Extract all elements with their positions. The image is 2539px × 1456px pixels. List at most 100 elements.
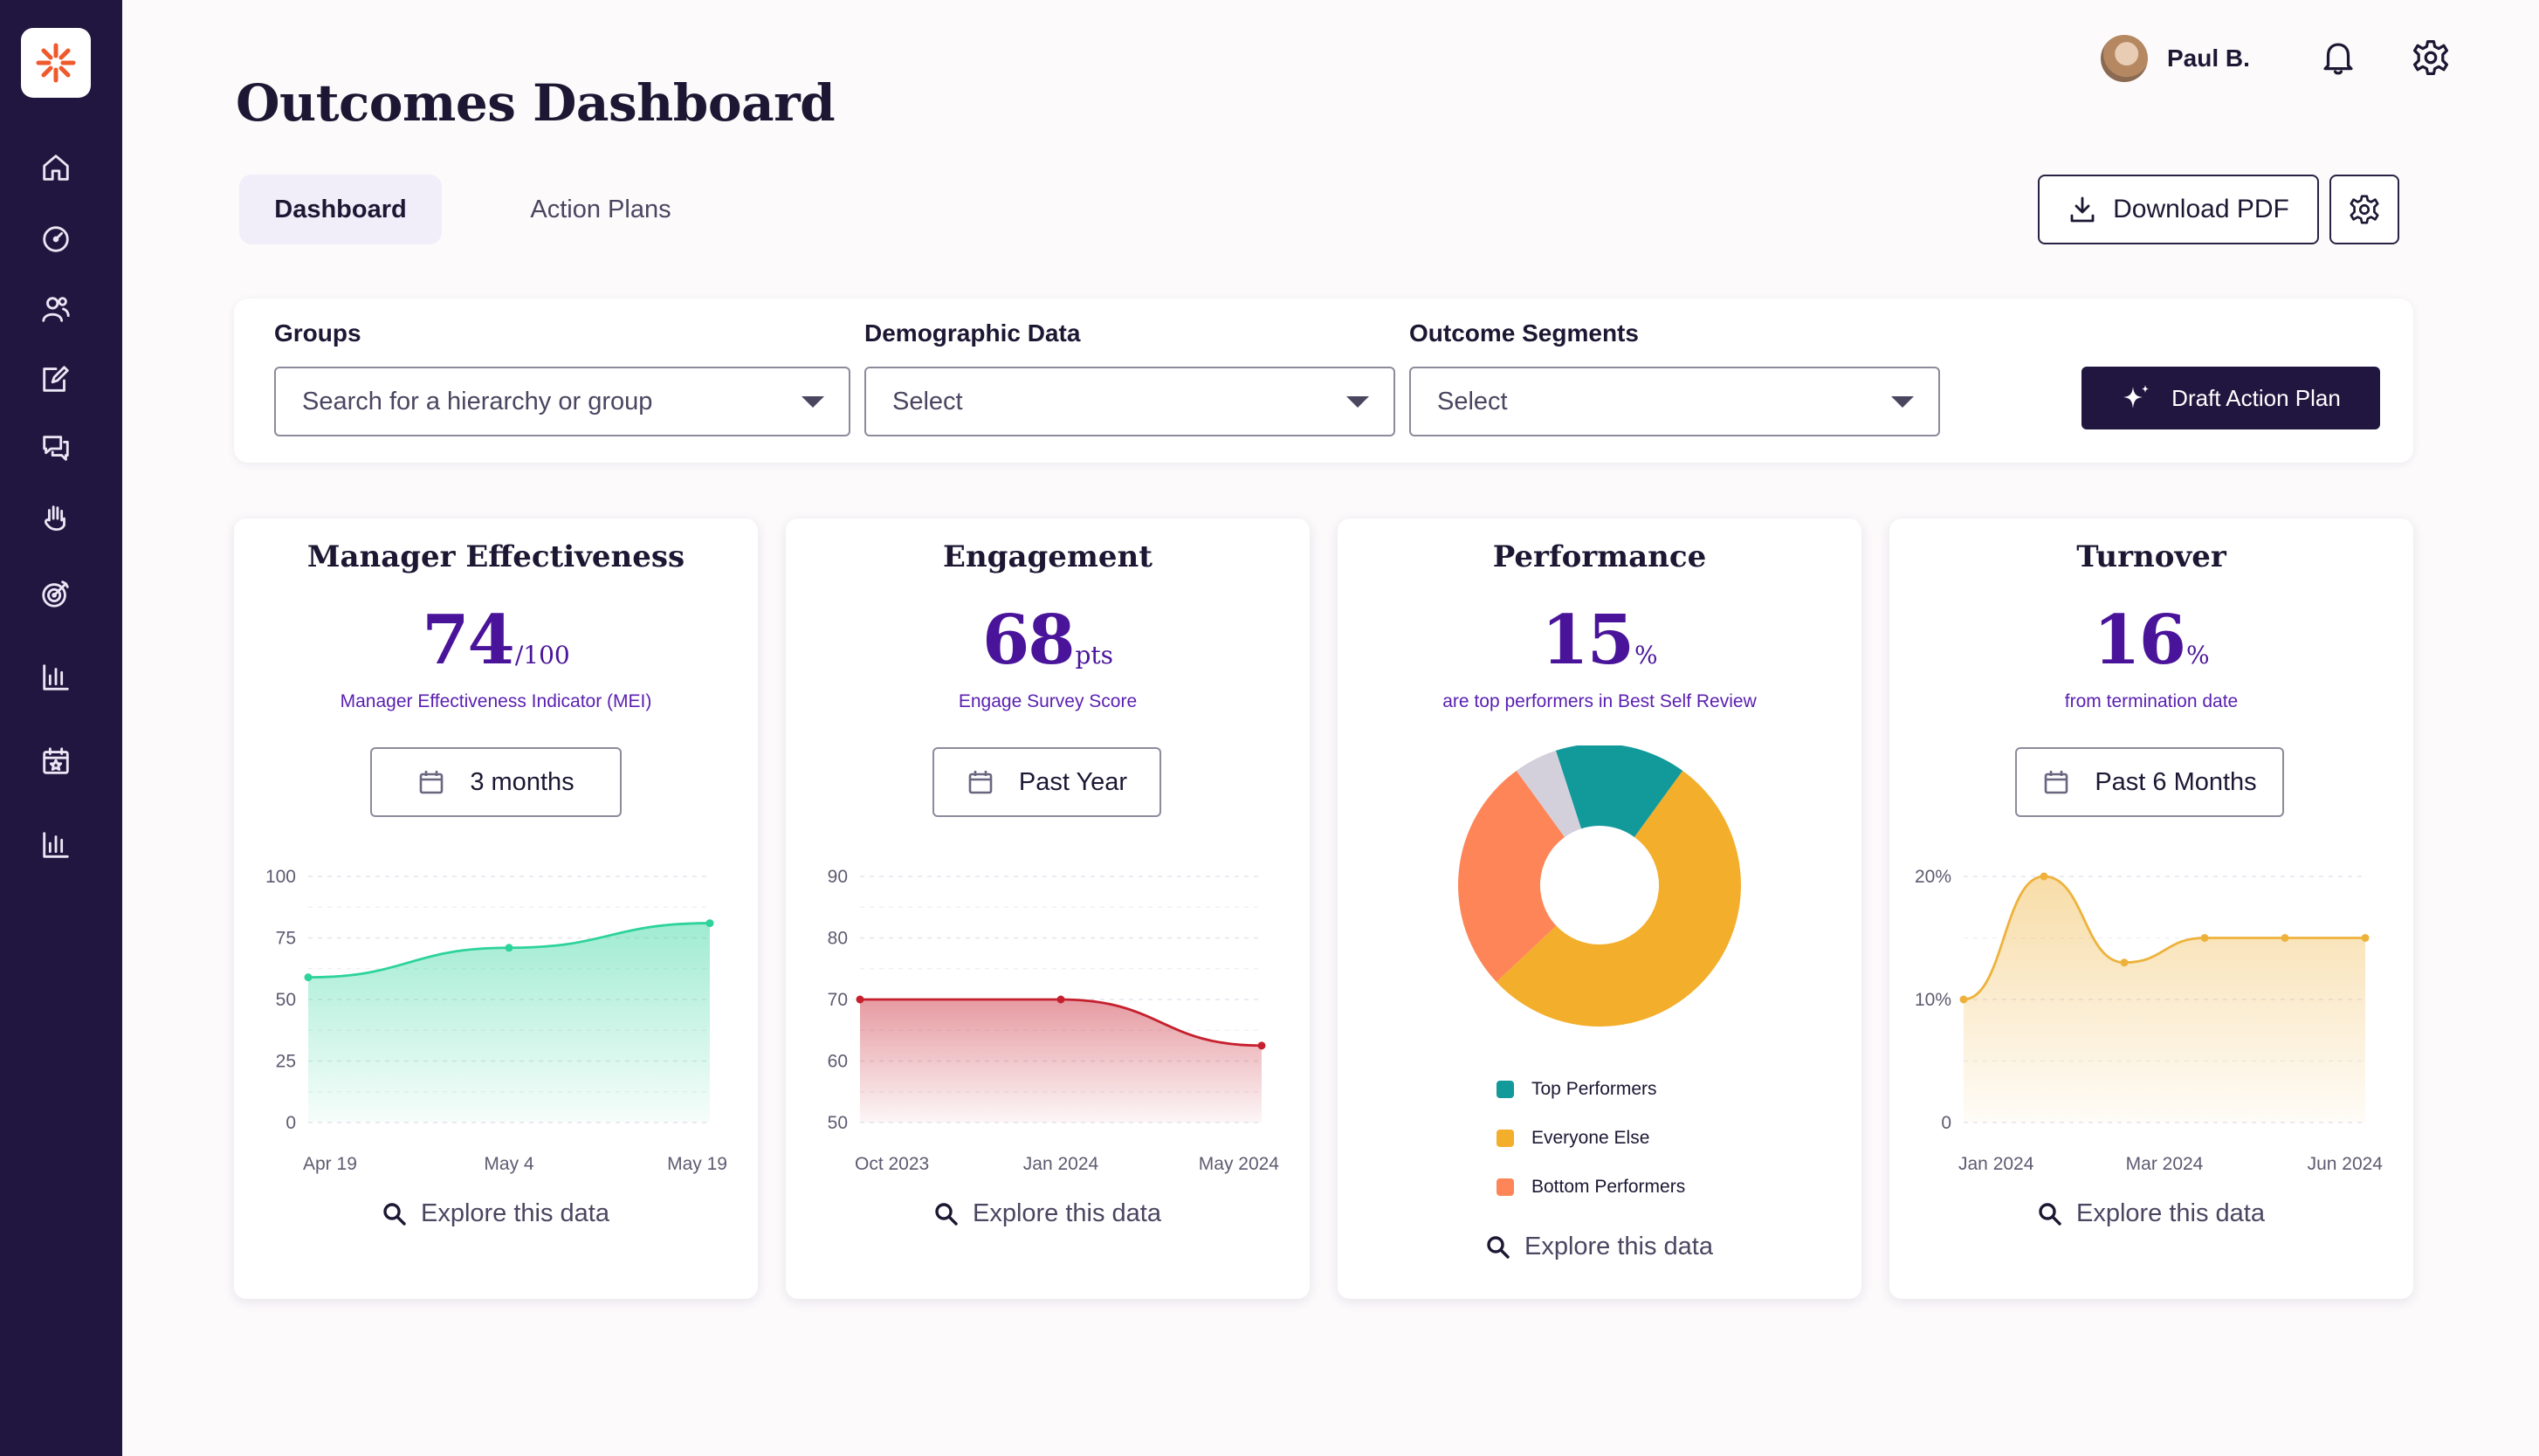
page-title: Outcomes Dashboard (236, 73, 836, 133)
company-logo[interactable] (21, 28, 91, 98)
tab-action-plans[interactable]: Action Plans (498, 175, 704, 244)
y-tick-label: 10% (1915, 990, 1951, 1010)
user-menu[interactable]: Paul B. (2101, 35, 2250, 82)
home-icon[interactable] (35, 147, 77, 189)
y-tick-label: 90 (828, 867, 848, 887)
calendar-star-icon[interactable] (35, 740, 77, 782)
groups-search-input[interactable]: Search for a hierarchy or group (274, 367, 850, 436)
calendar-icon (2045, 771, 2068, 794)
chat-bubbles-icon[interactable] (35, 428, 77, 470)
calendar-icon (420, 771, 444, 794)
engagement-chart: 50 60 70 80 90 Oct 2023 Jan 2024 May 2024 (828, 867, 1280, 1174)
metric-value: 68 (981, 601, 1076, 680)
target-icon[interactable] (35, 573, 77, 615)
tab-dashboard-label: Dashboard (274, 195, 407, 223)
data-point (1056, 995, 1065, 1004)
y-tick-label: 0 (286, 1113, 296, 1133)
download-pdf-label: Download PDF (2113, 195, 2289, 223)
metric-subtitle: Manager Effectiveness Indicator (MEI) (340, 691, 652, 711)
donut-slice (1496, 770, 1741, 1027)
card-title: Engagement (943, 539, 1153, 574)
explore-data-link[interactable]: Explore this data (786, 1199, 1310, 1228)
search-icon (935, 1202, 958, 1226)
outcome-segments-value: Select (1437, 387, 1508, 416)
date-range-button[interactable]: 3 months (370, 747, 622, 817)
y-tick-label: 20% (1915, 867, 1951, 887)
people-icon[interactable] (35, 288, 77, 330)
metric-unit: /100 (514, 641, 570, 670)
sparkle-icon (2123, 385, 2150, 409)
data-point (505, 944, 513, 952)
chart-legend: Top Performers Everyone Else Bottom Perf… (1497, 1065, 1685, 1212)
tab-dashboard[interactable]: Dashboard (239, 175, 442, 244)
outcome-segments-select[interactable]: Select (1409, 367, 1940, 436)
date-range-label: 3 months (470, 767, 575, 796)
turnover-chart: 0 10% 20% Jan 2024 Mar 2024 Jun 2024 (1915, 867, 2383, 1174)
card-title: Turnover (2076, 539, 2226, 574)
y-tick-label: 60 (828, 1052, 848, 1072)
bar-chart-icon[interactable] (35, 824, 77, 866)
edit-document-icon[interactable] (35, 358, 77, 400)
groups-label: Groups (274, 319, 361, 347)
legend-label: Bottom Performers (1531, 1177, 1686, 1197)
y-tick-label: 50 (276, 990, 296, 1010)
explore-data-link[interactable]: Explore this data (1338, 1233, 1861, 1261)
metric-subtitle: are top performers in Best Self Review (1442, 691, 1757, 711)
y-tick-label: 0 (1941, 1113, 1951, 1133)
search-icon (2039, 1202, 2061, 1226)
x-tick-label: Apr 19 (303, 1154, 357, 1174)
legend-item: Everyone Else (1497, 1114, 1685, 1163)
card-title: Performance (1492, 539, 1707, 574)
legend-label: Everyone Else (1531, 1128, 1650, 1148)
date-range-label: Past 6 Months (2095, 767, 2257, 796)
bar-chart-icon[interactable] (35, 656, 77, 698)
speedometer-icon[interactable] (35, 218, 77, 260)
donut-slice (1516, 750, 1581, 837)
metric-unit: % (2185, 641, 2210, 670)
y-tick-label: 70 (828, 990, 848, 1010)
data-point (2281, 934, 2289, 942)
sidebar (0, 0, 122, 1456)
download-pdf-button[interactable]: Download PDF (2038, 175, 2319, 244)
metric: 15% (1338, 601, 1861, 680)
explore-data-link[interactable]: Explore this data (234, 1199, 758, 1228)
performance-donut-chart (1458, 745, 1741, 1027)
x-tick-label: Mar 2024 (2126, 1154, 2204, 1174)
metric: 16% (1889, 601, 2413, 680)
demographic-data-select[interactable]: Select (864, 367, 1395, 436)
dashboard-settings-button[interactable] (2329, 175, 2399, 244)
y-tick-label: 25 (276, 1052, 296, 1072)
data-point (856, 995, 864, 1004)
manager-effectiveness-card: Manager Effectiveness 74/100 Manager Eff… (234, 519, 758, 1299)
demographic-data-value: Select (892, 387, 963, 416)
date-range-button[interactable]: Past 6 Months (2015, 747, 2284, 817)
bell-icon[interactable] (2314, 33, 2363, 82)
calendar-icon (968, 771, 993, 794)
metric: 68pts (786, 601, 1310, 680)
gear-icon[interactable] (2406, 33, 2455, 82)
metric: 74/100 (234, 601, 758, 680)
raised-hand-icon[interactable] (35, 498, 77, 539)
card-title: Manager Effectiveness (306, 539, 685, 574)
series-area (308, 923, 710, 1123)
data-point (2040, 872, 2048, 881)
x-tick-label: Jan 2024 (1023, 1154, 1099, 1174)
metric-subtitle: Engage Survey Score (958, 691, 1138, 711)
tab-action-plans-label: Action Plans (530, 195, 671, 223)
x-tick-label: Jun 2024 (2308, 1154, 2384, 1174)
turnover-card: Turnover 16% from termination date Past … (1889, 519, 2413, 1299)
draft-action-plan-button[interactable]: Draft Action Plan (2081, 367, 2380, 429)
demographic-data-label: Demographic Data (864, 319, 1081, 347)
donut-slice (1458, 770, 1565, 982)
explore-data-label: Explore this data (420, 1199, 609, 1227)
search-icon (383, 1202, 406, 1226)
chevron-down-icon (1891, 396, 1914, 408)
avatar[interactable] (2101, 35, 2148, 82)
x-tick-label: Oct 2023 (855, 1154, 929, 1174)
outcome-segments-label: Outcome Segments (1409, 319, 1639, 347)
date-range-label: Past Year (1018, 767, 1128, 796)
date-range-button[interactable]: Past Year (932, 747, 1161, 817)
x-tick-label: May 19 (667, 1154, 727, 1174)
legend-item: Bottom Performers (1497, 1163, 1685, 1212)
explore-data-link[interactable]: Explore this data (1889, 1199, 2413, 1228)
